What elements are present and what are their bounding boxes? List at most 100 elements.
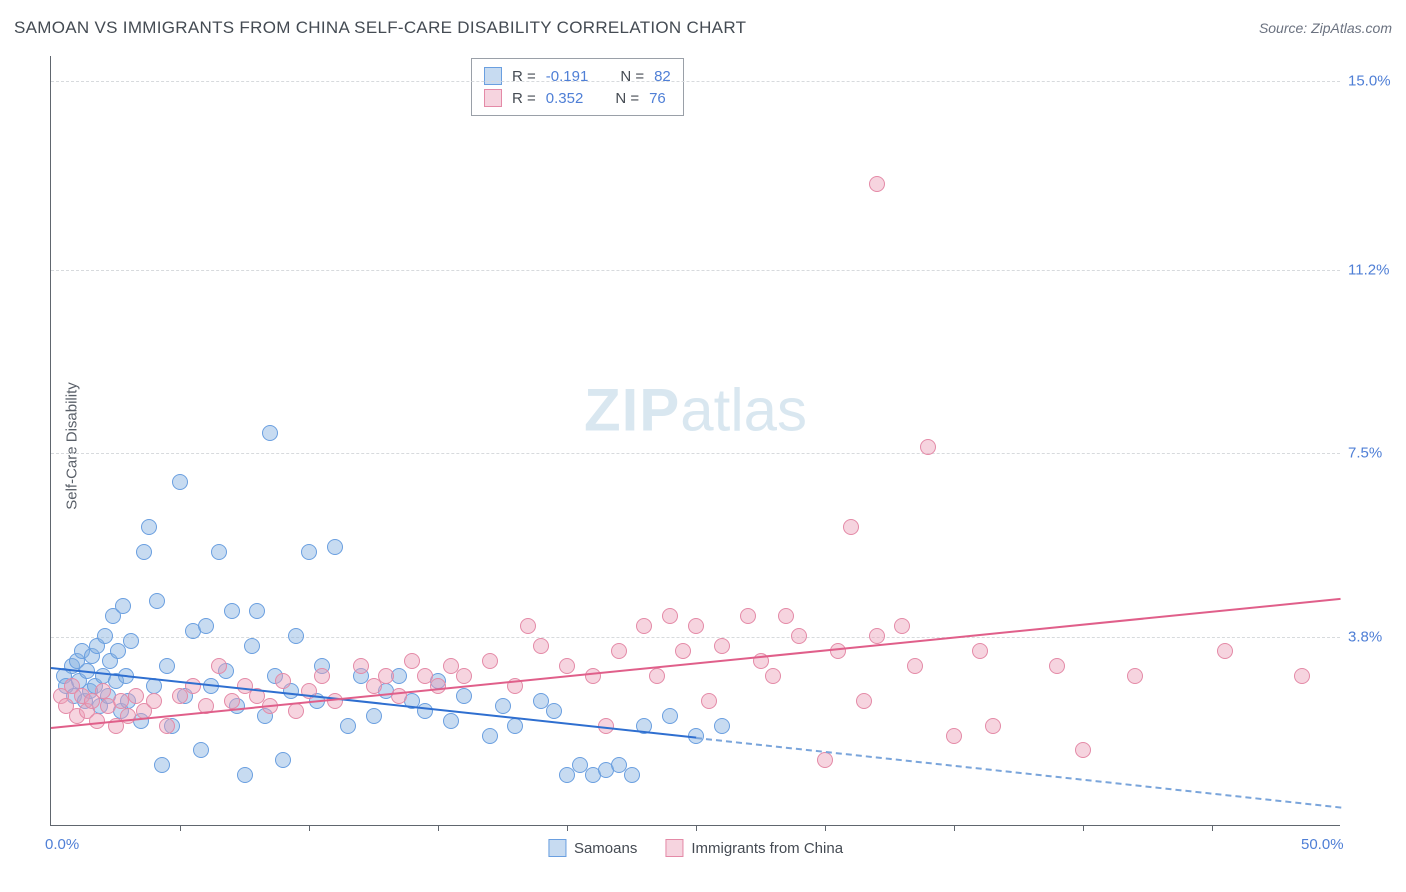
gridline: [51, 637, 1340, 638]
data-point: [701, 693, 717, 709]
legend-row: R =-0.191N =82: [484, 65, 671, 87]
data-point: [136, 544, 152, 560]
y-tick-label: 15.0%: [1348, 72, 1406, 89]
legend-label: Immigrants from China: [691, 840, 843, 857]
n-value: 82: [654, 68, 671, 85]
data-point: [262, 425, 278, 441]
data-point: [791, 628, 807, 644]
legend-swatch: [548, 839, 566, 857]
data-point: [1294, 668, 1310, 684]
data-point: [288, 628, 304, 644]
title-bar: SAMOAN VS IMMIGRANTS FROM CHINA SELF-CAR…: [14, 18, 1392, 38]
y-tick-label: 7.5%: [1348, 445, 1406, 462]
data-point: [546, 703, 562, 719]
data-point: [714, 638, 730, 654]
data-point: [275, 673, 291, 689]
data-point: [159, 658, 175, 674]
data-point: [740, 608, 756, 624]
data-point: [378, 668, 394, 684]
x-tick: [825, 825, 826, 831]
data-point: [649, 668, 665, 684]
data-point: [456, 668, 472, 684]
chart-title: SAMOAN VS IMMIGRANTS FROM CHINA SELF-CAR…: [14, 18, 746, 38]
data-point: [456, 688, 472, 704]
data-point: [765, 668, 781, 684]
data-point: [149, 593, 165, 609]
data-point: [985, 718, 1001, 734]
data-point: [1217, 643, 1233, 659]
trend-line-dashed: [696, 737, 1341, 809]
x-tick: [438, 825, 439, 831]
source-attribution: Source: ZipAtlas.com: [1259, 20, 1392, 36]
data-point: [843, 519, 859, 535]
x-tick: [1212, 825, 1213, 831]
data-point: [366, 708, 382, 724]
data-point: [340, 718, 356, 734]
gridline: [51, 270, 1340, 271]
data-point: [946, 728, 962, 744]
scatter-plot-area: ZIPatlas R =-0.191N =82R =0.352N =76 Sam…: [50, 56, 1340, 826]
x-tick-label: 50.0%: [1301, 836, 1344, 853]
n-label: N =: [620, 68, 644, 85]
data-point: [113, 693, 129, 709]
legend-swatch: [484, 67, 502, 85]
data-point: [1075, 742, 1091, 758]
data-point: [559, 658, 575, 674]
correlation-legend: R =-0.191N =82R =0.352N =76: [471, 58, 684, 116]
data-point: [172, 474, 188, 490]
data-point: [972, 643, 988, 659]
data-point: [611, 643, 627, 659]
data-point: [159, 718, 175, 734]
legend-row: R =0.352N =76: [484, 87, 671, 109]
data-point: [211, 658, 227, 674]
x-tick: [1083, 825, 1084, 831]
x-tick: [309, 825, 310, 831]
data-point: [115, 598, 131, 614]
x-tick: [180, 825, 181, 831]
data-point: [1049, 658, 1065, 674]
data-point: [224, 693, 240, 709]
data-point: [123, 633, 139, 649]
data-point: [817, 752, 833, 768]
data-point: [869, 628, 885, 644]
data-point: [585, 668, 601, 684]
data-point: [237, 767, 253, 783]
legend-item: Samoans: [548, 839, 637, 857]
x-tick: [567, 825, 568, 831]
data-point: [662, 708, 678, 724]
legend-item: Immigrants from China: [665, 839, 843, 857]
data-point: [636, 618, 652, 634]
data-point: [97, 628, 113, 644]
data-point: [146, 693, 162, 709]
n-value: 76: [649, 90, 666, 107]
series-legend: Samoans Immigrants from China: [548, 839, 843, 857]
data-point: [301, 544, 317, 560]
data-point: [275, 752, 291, 768]
legend-label: Samoans: [574, 840, 637, 857]
data-point: [507, 718, 523, 734]
data-point: [688, 618, 704, 634]
y-tick-label: 11.2%: [1348, 261, 1406, 278]
y-tick-label: 3.8%: [1348, 629, 1406, 646]
data-point: [224, 603, 240, 619]
data-point: [404, 653, 420, 669]
data-point: [714, 718, 730, 734]
data-point: [249, 603, 265, 619]
data-point: [353, 658, 369, 674]
data-point: [675, 643, 691, 659]
data-point: [624, 767, 640, 783]
data-point: [211, 544, 227, 560]
gridline: [51, 453, 1340, 454]
data-point: [193, 742, 209, 758]
data-point: [662, 608, 678, 624]
watermark: ZIPatlas: [584, 375, 807, 444]
data-point: [482, 728, 498, 744]
data-point: [185, 678, 201, 694]
x-tick: [696, 825, 697, 831]
data-point: [443, 713, 459, 729]
x-tick-label: 0.0%: [45, 836, 79, 853]
data-point: [830, 643, 846, 659]
data-point: [778, 608, 794, 624]
r-value: -0.191: [546, 68, 589, 85]
data-point: [244, 638, 260, 654]
